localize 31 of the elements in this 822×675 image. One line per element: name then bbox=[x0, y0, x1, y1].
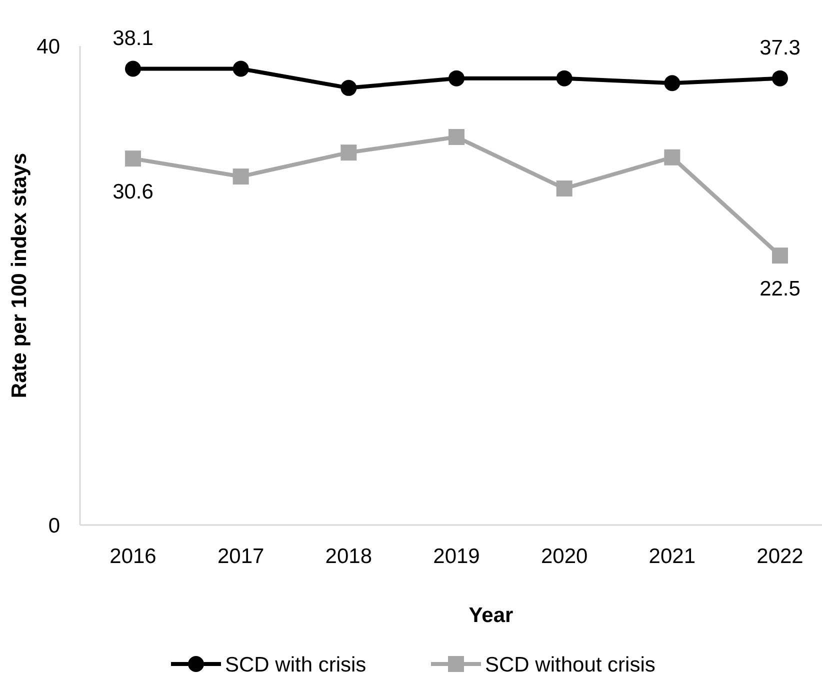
x-tick-label: 2018 bbox=[325, 545, 372, 568]
legend-label: SCD without crisis bbox=[485, 653, 656, 675]
point bbox=[232, 168, 249, 185]
point bbox=[772, 248, 788, 264]
x-tick-label: 2017 bbox=[217, 545, 264, 568]
data-label: 37.3 bbox=[760, 36, 800, 60]
point bbox=[664, 75, 680, 92]
point bbox=[556, 180, 572, 197]
x-axis-title: Year bbox=[468, 604, 514, 627]
point bbox=[772, 70, 788, 86]
point bbox=[340, 80, 357, 96]
y-tick-label: 40 bbox=[36, 35, 60, 58]
x-tick-label: 2022 bbox=[756, 545, 804, 568]
point bbox=[232, 60, 249, 77]
point bbox=[556, 70, 572, 86]
x-tick-label: 2016 bbox=[110, 545, 156, 568]
y-tick-label: 0 bbox=[48, 514, 60, 538]
point bbox=[125, 60, 141, 77]
data-label: 22.5 bbox=[760, 278, 800, 301]
x-tick-label: 2019 bbox=[433, 545, 480, 568]
point bbox=[448, 129, 464, 146]
y-axis-title: Rate per 100 index stays bbox=[8, 152, 31, 398]
data-label: 30.6 bbox=[112, 180, 154, 204]
point bbox=[448, 70, 464, 86]
point bbox=[664, 149, 680, 166]
data-label: 38.1 bbox=[112, 26, 154, 50]
legend-label: SCD with crisis bbox=[225, 653, 366, 675]
point bbox=[340, 144, 357, 161]
x-tick-label: 2020 bbox=[540, 545, 588, 568]
x-tick-label: 2021 bbox=[648, 545, 696, 568]
point bbox=[125, 150, 141, 167]
